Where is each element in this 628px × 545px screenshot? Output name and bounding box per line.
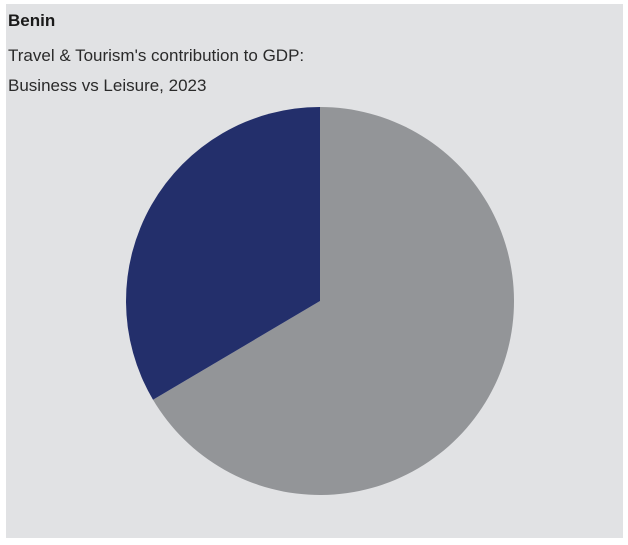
pie-slice-2 — [126, 107, 320, 400]
chart-title: Benin — [8, 11, 56, 30]
pie-slice-1 — [153, 106, 515, 496]
chart-subtitle-line-2: Business vs Leisure, 2023 — [8, 76, 207, 95]
chart-panel: Benin Travel & Tourism's contribution to… — [6, 4, 623, 538]
pie-chart — [126, 106, 515, 496]
chart-subtitle-line-1: Travel & Tourism's contribution to GDP: — [8, 46, 305, 65]
